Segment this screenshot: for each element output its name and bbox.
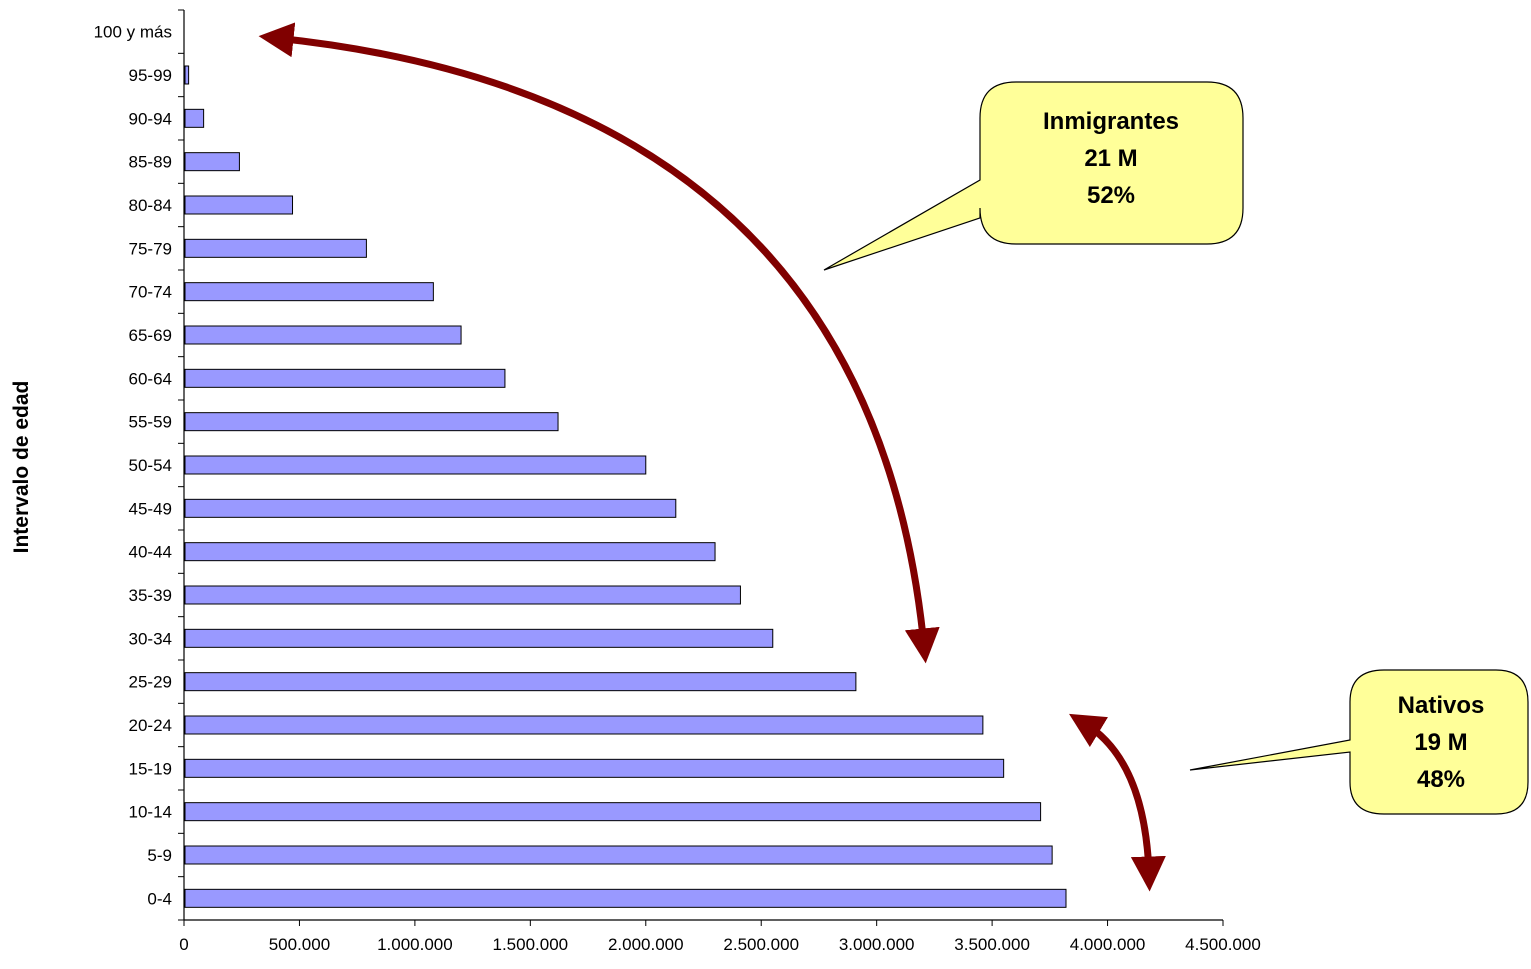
y-tick-label: 95-99: [129, 66, 172, 85]
x-tick-label: 4.500.000: [1185, 935, 1261, 954]
immigrants-callout-value: 21 M: [1084, 145, 1137, 172]
natives-callout: Nativos 19 M 48%: [1189, 669, 1529, 815]
bar-35-39: [184, 585, 741, 605]
y-axis-title: Intervalo de edad: [10, 381, 33, 554]
y-tick-label: 45-49: [129, 499, 172, 518]
bar-80-84: [184, 195, 294, 215]
bars-layer: [184, 65, 1067, 908]
y-tick-label: 10-14: [129, 803, 172, 822]
immigrants-callout: Inmigrantes 21 M 52%: [823, 81, 1244, 271]
bar-70-74: [184, 282, 434, 302]
x-tick-label: 1.500.000: [493, 935, 569, 954]
bar-45-49: [184, 498, 677, 518]
y-tick-label: 70-74: [129, 283, 172, 302]
bar-90-94: [184, 108, 205, 128]
bar-95-99: [184, 65, 190, 85]
x-tick-label: 3.000.000: [839, 935, 915, 954]
natives-callout-percent: 48%: [1417, 766, 1465, 793]
y-tick-label: 80-84: [129, 196, 172, 215]
y-tick-label: 85-89: [129, 153, 172, 172]
x-tick-label: 3.500.000: [954, 935, 1030, 954]
natives-callout-value: 19 M: [1414, 729, 1467, 756]
y-tick-label: 0-4: [147, 889, 172, 908]
y-tick-label: 25-29: [129, 673, 172, 692]
x-tick-label: 0: [179, 935, 188, 954]
bar-30-34: [184, 628, 774, 648]
immigrants-callout-percent: 52%: [1087, 182, 1135, 209]
natives-callout-label: Nativos: [1398, 692, 1485, 719]
bar-0-4: [184, 888, 1067, 908]
y-tick-label: 30-34: [129, 629, 172, 648]
y-tick-label: 100 y más: [94, 23, 172, 42]
x-tick-label: 4.000.000: [1070, 935, 1146, 954]
bar-85-89: [184, 152, 240, 172]
labels-layer: 0-4 5-9 10-14 15-19 20-24 25-29 30-34 35-39 40-4…: [94, 23, 1261, 954]
bar-25-29: [184, 672, 857, 692]
bar-50-54: [184, 455, 647, 475]
bar-55-59: [184, 412, 559, 432]
y-tick-label: 65-69: [129, 326, 172, 345]
y-tick-label: 50-54: [129, 456, 172, 475]
x-tick-label: 2.500.000: [723, 935, 799, 954]
bar-15-19: [184, 758, 1005, 778]
bar-65-69: [184, 325, 462, 345]
y-tick-label: 40-44: [129, 543, 172, 562]
y-tick-label: 15-19: [129, 759, 172, 778]
x-tick-label: 2.000.000: [608, 935, 684, 954]
y-tick-label: 75-79: [129, 239, 172, 258]
bar-10-14: [184, 802, 1042, 822]
natives-arc-arrow: [1069, 713, 1166, 892]
y-tick-label: 20-24: [129, 716, 172, 735]
x-tick-label: 1.000.000: [377, 935, 453, 954]
y-tick-label: 35-39: [129, 586, 172, 605]
y-tick-label: 55-59: [129, 413, 172, 432]
immigrants-arc-arrow: [258, 22, 940, 664]
y-tick-label: 90-94: [129, 109, 172, 128]
bar-20-24: [184, 715, 984, 735]
bar-5-9: [184, 845, 1053, 865]
axes-layer: [178, 9, 1224, 926]
bar-75-79: [184, 238, 367, 258]
bar-60-64: [184, 368, 506, 388]
y-tick-label: 5-9: [147, 846, 172, 865]
y-tick-label: 60-64: [129, 369, 172, 388]
bar-40-44: [184, 542, 716, 562]
x-tick-label: 500.000: [269, 935, 330, 954]
immigrants-callout-label: Inmigrantes: [1043, 108, 1179, 135]
